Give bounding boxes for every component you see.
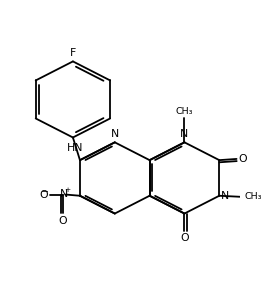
Text: +: + [64,187,70,193]
Text: N: N [60,189,68,199]
Text: O: O [238,154,247,164]
Text: O: O [180,233,189,243]
Text: CH₃: CH₃ [176,107,193,116]
Text: N: N [111,129,119,139]
Text: N: N [180,129,189,139]
Text: N: N [221,191,230,201]
Text: −: − [41,186,49,195]
Text: CH₃: CH₃ [244,192,262,202]
Text: F: F [70,48,76,58]
Text: O: O [39,189,48,200]
Text: HN: HN [67,144,83,153]
Text: O: O [58,215,67,226]
